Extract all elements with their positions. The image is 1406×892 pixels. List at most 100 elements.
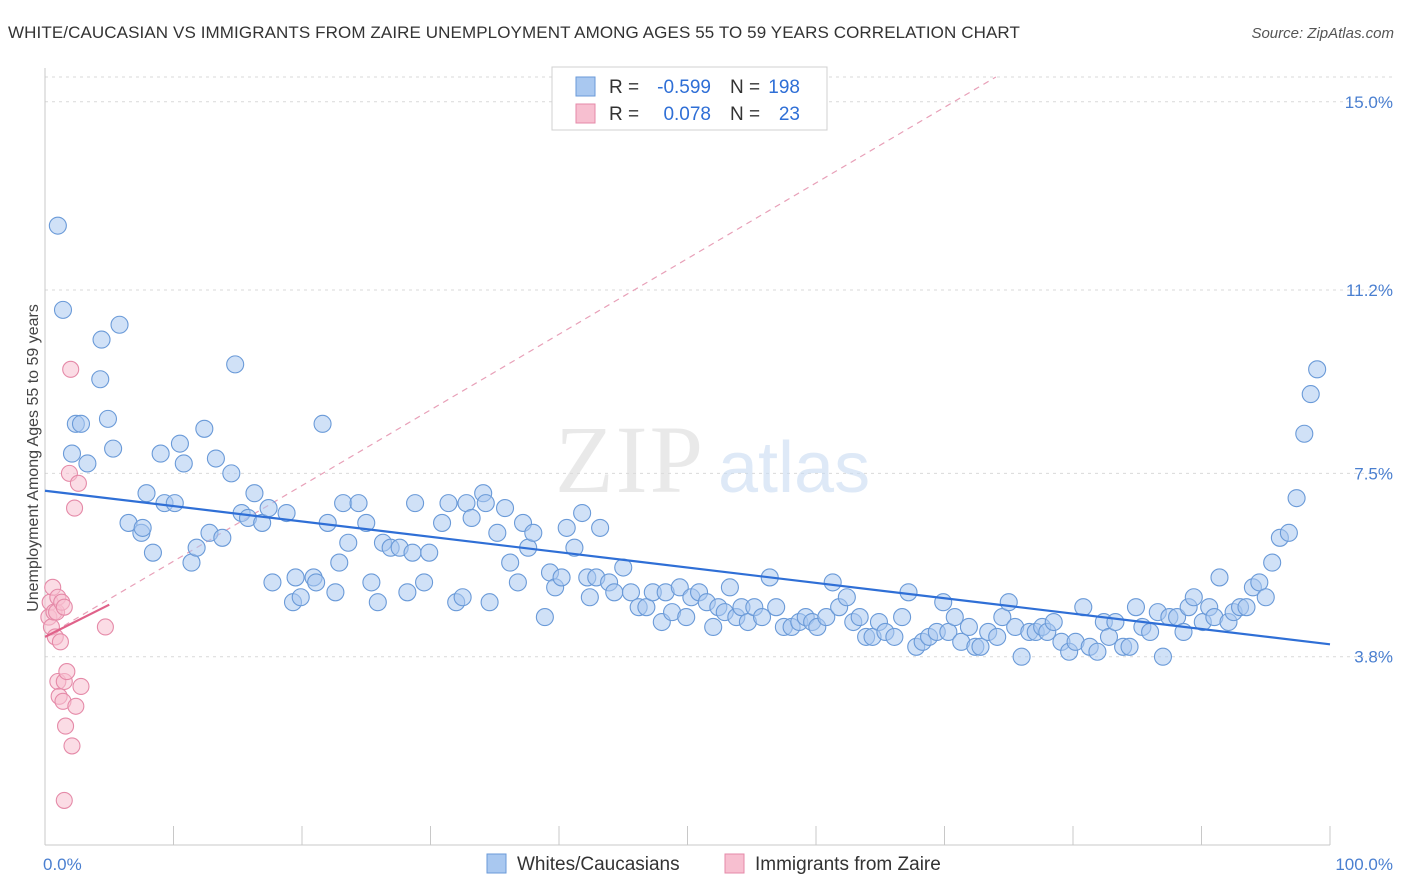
point-whites-31 — [245, 484, 264, 503]
trendline-zaire — [44, 603, 110, 638]
point-whites-123 — [850, 608, 869, 627]
legend-swatch-whites — [575, 76, 596, 97]
y-axis-label: Unemployment Among Ages 55 to 59 years — [25, 304, 42, 612]
point-whites-78 — [552, 568, 571, 587]
point-whites-7 — [71, 414, 91, 433]
point-whites-22 — [187, 538, 206, 557]
point-whites-128 — [885, 627, 904, 646]
point-whites-16 — [151, 444, 170, 463]
legend-r-label-2: R = — [609, 104, 639, 125]
point-whites-14 — [137, 484, 156, 503]
point-whites-101 — [704, 617, 723, 637]
y-tick-label-1: 7.5% — [1354, 464, 1393, 483]
point-whites-66 — [476, 494, 495, 513]
point-whites-188 — [1287, 489, 1306, 508]
point-whites-168 — [1153, 647, 1172, 666]
point-whites-46 — [339, 533, 358, 552]
point-whites-67 — [480, 593, 499, 612]
point-whites-43 — [326, 583, 345, 602]
series-zaire-points — [40, 360, 114, 809]
legend-r-value-1: -0.599 — [657, 77, 711, 98]
point-whites-137 — [945, 608, 964, 627]
point-whites-34 — [263, 573, 282, 592]
point-whites-37 — [286, 568, 305, 587]
point-whites-119 — [823, 573, 842, 592]
point-zaire-19 — [63, 737, 81, 755]
point-whites-58 — [420, 543, 439, 562]
point-whites-69 — [495, 499, 515, 518]
series-legend: Whites/Caucasians Immigrants from Zaire — [486, 853, 941, 875]
point-whites-0 — [48, 216, 67, 235]
point-whites-8 — [78, 454, 97, 473]
point-zaire-20 — [66, 499, 84, 517]
point-whites-152 — [1044, 612, 1063, 632]
point-whites-141 — [971, 637, 990, 656]
x-tick-label-min: 0.0% — [43, 855, 82, 874]
point-whites-5 — [110, 315, 129, 334]
point-whites-97 — [677, 608, 696, 627]
legend-n-label-2: N = — [730, 104, 760, 125]
y-tick-label-2: 11.2% — [1346, 281, 1393, 300]
trendline-whites — [44, 489, 1331, 646]
point-zaire-23 — [72, 677, 90, 695]
y-tick-label-0: 3.8% — [1354, 648, 1393, 667]
grid-lines — [45, 76, 1392, 658]
point-whites-181 — [1237, 598, 1256, 617]
point-whites-62 — [453, 588, 472, 607]
point-whites-54 — [398, 583, 417, 602]
x-tick-labels: 0.0% 100.0% — [43, 855, 1393, 874]
legend-r-value-2: 0.078 — [663, 104, 711, 125]
point-whites-109 — [752, 608, 772, 627]
point-zaire-24 — [96, 618, 114, 636]
point-whites-3 — [91, 370, 110, 389]
legend-r-label-1: R = — [609, 77, 639, 98]
point-whites-68 — [488, 523, 507, 542]
point-zaire-18 — [62, 360, 80, 378]
point-whites-27 — [222, 464, 241, 483]
point-whites-60 — [439, 494, 458, 513]
point-whites-96 — [670, 578, 689, 597]
point-whites-26 — [213, 528, 232, 547]
point-whites-161 — [1106, 612, 1125, 632]
point-whites-190 — [1301, 385, 1320, 404]
point-whites-74 — [524, 523, 543, 542]
point-whites-23 — [195, 419, 214, 438]
point-whites-83 — [580, 588, 599, 607]
chart-title: WHITE/CAUCASIAN VS IMMIGRANTS FROM ZAIRE… — [8, 23, 1020, 42]
point-whites-143 — [988, 627, 1007, 646]
stats-legend: R = -0.599 N = 198 R = 0.078 N = 23 — [551, 66, 828, 131]
point-whites-187 — [1279, 523, 1298, 542]
reference-diagonal-line — [44, 76, 997, 638]
point-whites-48 — [357, 513, 376, 532]
x-tick-label-max: 100.0% — [1335, 855, 1393, 874]
point-whites-87 — [605, 583, 624, 602]
point-whites-89 — [621, 583, 641, 602]
bottom-legend-label-zaire: Immigrants from Zaire — [755, 854, 941, 875]
point-whites-35 — [277, 503, 296, 523]
point-whites-85 — [591, 518, 610, 537]
point-whites-13 — [133, 518, 152, 537]
point-whites-41 — [313, 414, 332, 433]
watermark-atlas: atlas — [718, 428, 870, 508]
point-whites-173 — [1184, 588, 1203, 607]
point-zaire-14 — [55, 598, 73, 616]
point-zaire-10 — [51, 633, 69, 651]
bottom-legend-swatch-whites — [486, 853, 507, 874]
point-whites-71 — [508, 573, 527, 592]
point-whites-20 — [174, 454, 193, 473]
watermark-zip: ZIP — [555, 406, 705, 513]
point-whites-121 — [837, 588, 856, 607]
point-zaire-15 — [57, 717, 75, 735]
point-zaire-22 — [69, 474, 87, 492]
legend-n-value-1: 198 — [768, 77, 800, 98]
point-whites-56 — [406, 494, 425, 513]
point-whites-163 — [1120, 637, 1139, 656]
point-whites-9 — [98, 409, 118, 428]
point-whites-25 — [206, 449, 225, 468]
point-whites-118 — [817, 608, 836, 627]
point-whites-189 — [1295, 424, 1314, 443]
point-whites-44 — [330, 553, 349, 572]
point-whites-111 — [767, 598, 786, 617]
point-whites-40 — [307, 573, 326, 592]
